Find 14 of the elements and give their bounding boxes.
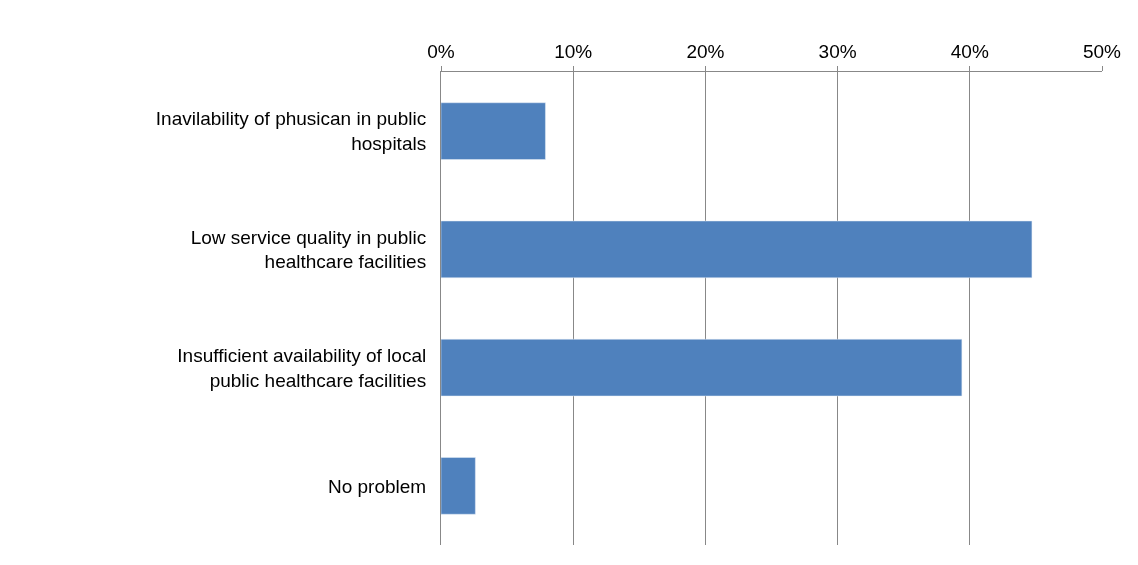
x-tick-label: 50% — [1082, 41, 1122, 63]
y-tick-label: Inavilability of phusican in public hospitals — [155, 108, 427, 155]
bar — [441, 457, 476, 515]
x-tick-label: 20% — [686, 41, 725, 63]
y-tick-label: Low service quality in public healthcare facilities — [190, 226, 427, 273]
bar — [441, 220, 1033, 279]
bar — [441, 102, 546, 160]
y-tick-label: Insufficient availability of local public healthcare facilities — [177, 344, 427, 391]
x-tick-label: 40% — [950, 41, 989, 63]
x-tick-label: 30% — [818, 41, 857, 63]
y-tick-label: No problem — [327, 475, 427, 497]
x-tick-label: 0% — [427, 41, 455, 63]
x-tick-label: 10% — [554, 41, 593, 63]
bar — [441, 339, 963, 397]
